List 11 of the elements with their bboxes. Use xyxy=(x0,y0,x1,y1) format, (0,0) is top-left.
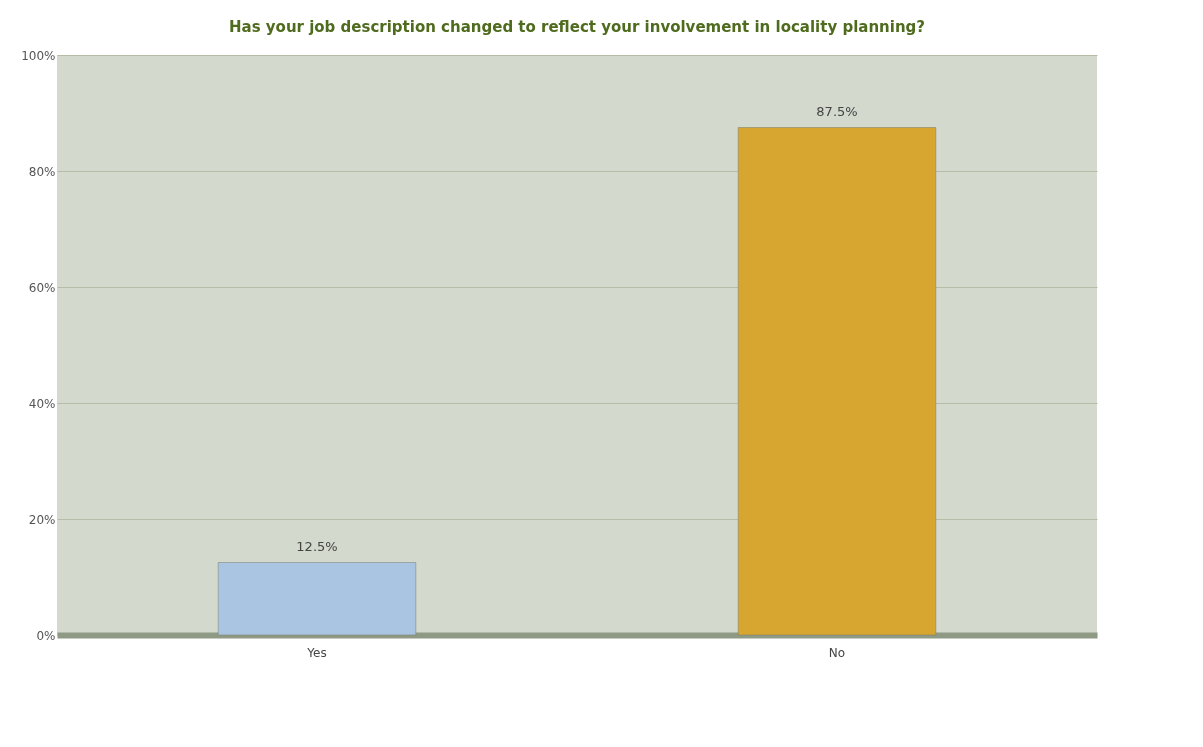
chart-title: Has your job description changed to reflect your involvement in locality planning? xyxy=(228,18,926,36)
x-tick-label: Yes xyxy=(306,645,327,660)
y-tick-label: 80% xyxy=(28,164,56,179)
y-tick-label: 60% xyxy=(28,280,56,295)
y-tick-label: 20% xyxy=(28,512,56,527)
y-tick-label: 0% xyxy=(36,628,56,643)
x-tick-label: No xyxy=(828,645,846,660)
y-tick-label: 40% xyxy=(28,396,56,411)
y-tick-label: 100% xyxy=(21,48,56,63)
data-label: 87.5% xyxy=(816,103,858,119)
data-label: 12.5% xyxy=(296,538,338,554)
